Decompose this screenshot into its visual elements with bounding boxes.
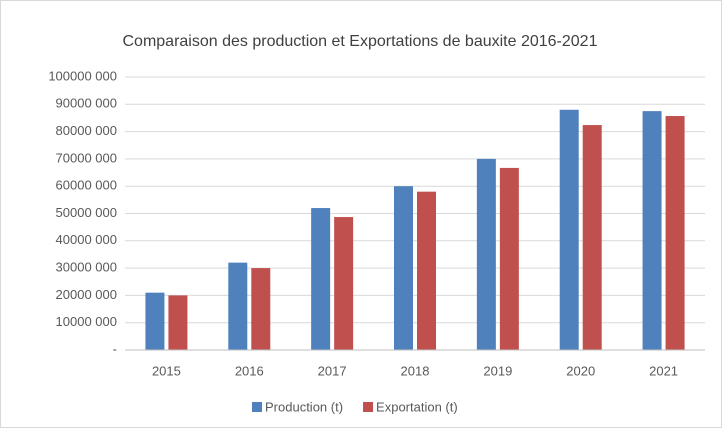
y-tick-label: - (113, 341, 117, 356)
x-tick-label: 2020 (566, 363, 595, 378)
y-tick-label: 50000 000 (56, 205, 117, 220)
bar (251, 268, 271, 350)
bar (417, 191, 436, 350)
x-tick-label: 2015 (152, 363, 181, 378)
y-tick-label: 90000 000 (56, 96, 117, 111)
chart-title: Comparaison des production et Exportatio… (123, 33, 598, 50)
bar (665, 116, 685, 350)
bar (311, 208, 331, 350)
bar (499, 167, 519, 350)
bar (642, 111, 662, 350)
legend-label: Exportation (t) (376, 399, 458, 414)
y-tick-label: 80000 000 (56, 123, 117, 138)
legend-label: Production (t) (265, 399, 343, 414)
x-tick-label: 2019 (483, 363, 512, 378)
y-tick-label: 70000 000 (56, 150, 117, 165)
bar (394, 186, 413, 350)
bar (168, 295, 188, 350)
y-tick-label: 100000 000 (48, 68, 117, 83)
legend-swatch (363, 402, 374, 412)
legend-swatch (252, 402, 262, 412)
y-tick-label: 40000 000 (56, 232, 117, 247)
bar (476, 158, 496, 350)
x-tick-label: 2017 (318, 363, 347, 378)
x-tick-label: 2016 (235, 363, 264, 378)
x-tick-label: 2018 (401, 363, 430, 378)
y-tick-label: 10000 000 (56, 314, 117, 329)
y-tick-label: 60000 000 (56, 178, 117, 193)
bar (582, 125, 602, 350)
y-tick-label: 30000 000 (56, 260, 117, 275)
x-tick-label: 2021 (649, 363, 678, 378)
bar (228, 262, 248, 350)
bar (145, 292, 165, 350)
bar (559, 109, 579, 350)
y-tick-label: 20000 000 (56, 287, 117, 302)
bar (334, 217, 354, 350)
